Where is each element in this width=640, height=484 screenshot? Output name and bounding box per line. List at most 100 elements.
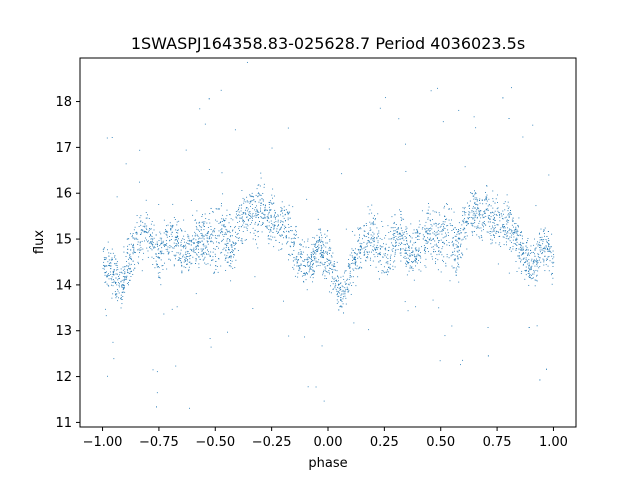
data-point xyxy=(301,254,303,255)
data-point xyxy=(462,254,464,256)
data-point xyxy=(358,256,360,258)
data-point xyxy=(125,278,127,280)
data-point xyxy=(304,259,305,261)
data-point xyxy=(438,253,440,255)
data-point xyxy=(399,239,401,240)
data-point xyxy=(214,231,215,233)
data-point xyxy=(314,252,315,254)
data-point xyxy=(329,267,330,269)
data-point xyxy=(505,234,507,236)
data-point xyxy=(432,210,434,212)
data-point xyxy=(252,227,254,229)
data-point xyxy=(510,229,512,231)
data-point xyxy=(507,227,509,229)
data-point xyxy=(267,235,269,237)
data-point xyxy=(462,214,464,216)
data-point xyxy=(234,225,236,227)
data-point xyxy=(475,210,477,212)
data-point xyxy=(531,277,533,279)
data-point xyxy=(377,213,379,215)
data-point xyxy=(536,262,538,264)
data-point xyxy=(515,239,517,241)
data-point xyxy=(152,240,153,242)
data-point xyxy=(187,259,189,261)
data-point xyxy=(129,233,131,235)
data-point xyxy=(158,277,160,278)
data-point xyxy=(138,226,140,227)
data-point xyxy=(171,235,173,237)
data-point xyxy=(454,235,456,237)
data-point xyxy=(285,236,287,238)
data-point xyxy=(441,254,443,256)
data-point xyxy=(435,235,437,237)
data-point xyxy=(292,245,294,247)
data-point xyxy=(374,247,376,249)
data-point xyxy=(103,261,105,263)
y-tick-label: 12 xyxy=(55,370,72,385)
data-point xyxy=(152,369,154,371)
data-point xyxy=(469,217,471,218)
data-point xyxy=(487,355,489,357)
data-point xyxy=(470,192,471,194)
data-point xyxy=(115,269,117,271)
data-point xyxy=(224,220,226,221)
data-point xyxy=(452,237,454,239)
data-point xyxy=(178,220,180,222)
data-point xyxy=(149,246,151,247)
data-point xyxy=(474,226,476,228)
data-point xyxy=(354,258,356,260)
data-point xyxy=(473,231,475,232)
data-point xyxy=(110,284,112,286)
data-point xyxy=(238,237,240,239)
data-point xyxy=(303,281,305,283)
data-point xyxy=(264,217,265,219)
data-point xyxy=(129,271,131,273)
data-point xyxy=(304,274,306,276)
data-point xyxy=(444,221,446,223)
data-point xyxy=(150,238,152,240)
data-point xyxy=(392,237,394,239)
data-point xyxy=(396,229,398,231)
data-point xyxy=(123,286,125,288)
data-point xyxy=(131,259,132,261)
data-point xyxy=(253,232,255,234)
data-point xyxy=(366,225,368,226)
data-point xyxy=(365,246,367,248)
data-point xyxy=(277,219,279,221)
data-point xyxy=(163,232,165,234)
data-point xyxy=(190,263,192,265)
data-point xyxy=(277,214,279,216)
data-point xyxy=(541,249,543,251)
data-point xyxy=(379,245,381,247)
data-point xyxy=(511,230,513,232)
data-point xyxy=(174,246,176,248)
data-point xyxy=(500,231,502,233)
data-point xyxy=(330,249,331,251)
data-point xyxy=(232,250,234,252)
data-point xyxy=(256,205,257,207)
data-point xyxy=(127,270,129,272)
data-point xyxy=(516,248,518,249)
data-point xyxy=(159,272,161,273)
data-point xyxy=(353,257,355,259)
data-point xyxy=(428,228,430,230)
data-point xyxy=(198,222,200,224)
data-point xyxy=(508,220,510,222)
data-point xyxy=(252,200,254,202)
data-point xyxy=(358,251,360,253)
data-point xyxy=(547,265,549,267)
data-point xyxy=(183,241,185,243)
data-point xyxy=(187,243,189,245)
data-point xyxy=(355,264,356,266)
data-point xyxy=(329,246,331,248)
data-point xyxy=(508,206,510,208)
data-point xyxy=(243,220,245,221)
data-point xyxy=(371,237,372,239)
data-point xyxy=(509,212,511,213)
data-point xyxy=(429,230,431,231)
data-point xyxy=(360,258,362,260)
data-point xyxy=(459,230,461,232)
data-point xyxy=(506,232,508,234)
data-point xyxy=(165,230,166,232)
data-point xyxy=(446,218,448,220)
